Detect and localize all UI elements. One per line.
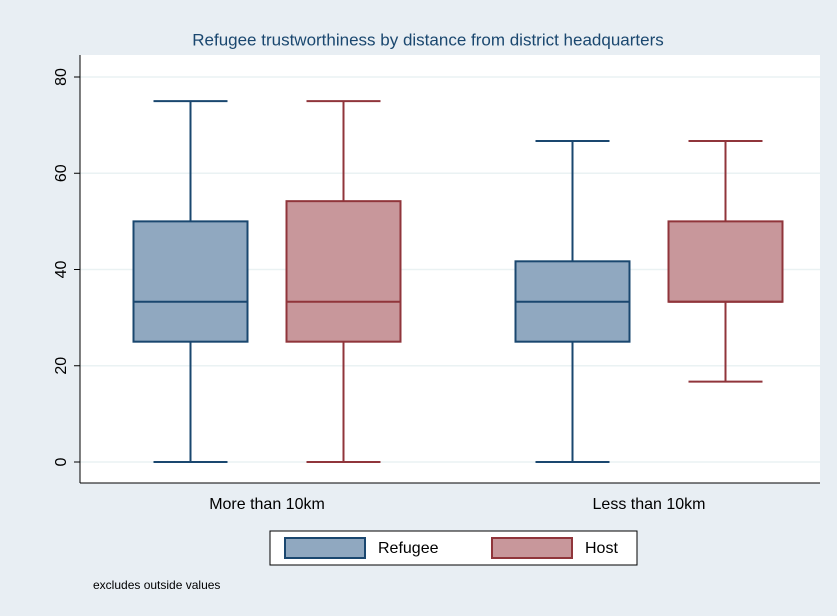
legend-label: Refugee <box>378 540 439 557</box>
legend-swatch <box>491 537 573 559</box>
legend-swatch <box>284 537 366 559</box>
x-tick-label: More than 10km <box>209 496 325 513</box>
y-tick-label: 60 <box>53 164 70 182</box>
y-tick-label: 80 <box>53 68 70 86</box>
y-tick-label: 0 <box>53 457 70 466</box>
y-tick-label: 20 <box>53 357 70 375</box>
y-tick-label: 40 <box>53 261 70 279</box>
legend-label: Host <box>585 540 618 557</box>
note: excludes outside values <box>93 578 220 592</box>
box <box>285 200 402 343</box>
chart-title: Refugee trustworthiness by distance from… <box>192 30 664 49</box>
box <box>132 220 249 343</box>
box <box>667 220 784 303</box>
x-tick-label: Less than 10km <box>593 496 706 513</box>
